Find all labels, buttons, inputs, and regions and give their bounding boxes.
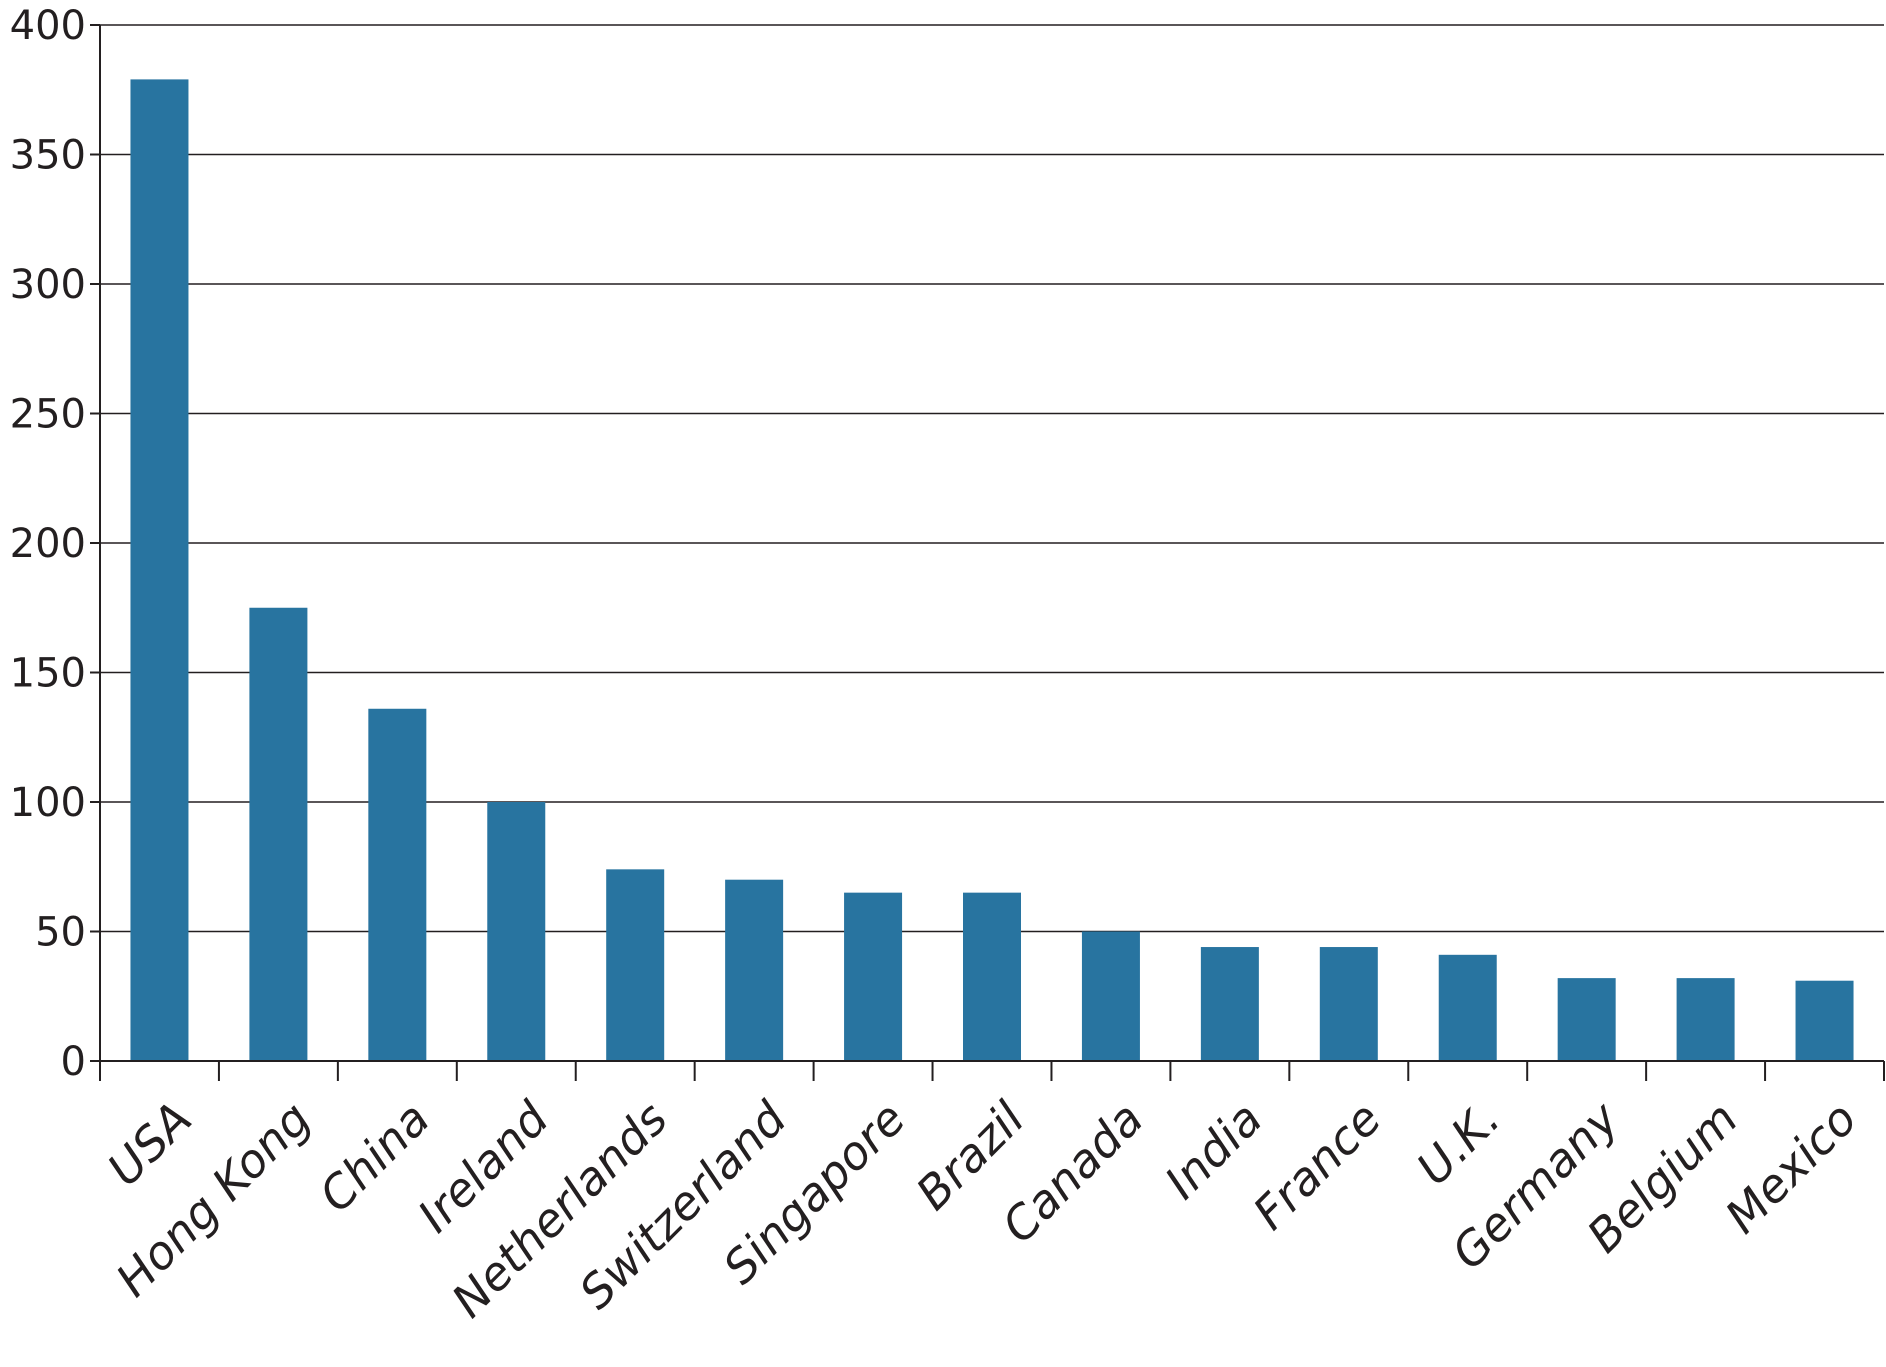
y-tick-label-400: 400 [10,3,86,49]
bar-brazil [963,892,1021,1061]
bar-france [1319,947,1378,1061]
y-tick-label-150: 150 [10,651,86,697]
x-category-label-mexico: Mexico [1715,1091,1867,1243]
bar-china [368,708,427,1061]
x-category-label-usa: USA [97,1091,202,1196]
axes [99,25,1884,1062]
x-category-label-u-k-: U.K. [1406,1091,1510,1195]
bar-netherlands [606,869,665,1061]
bar-canada [1081,931,1140,1061]
bar-u-k- [1438,954,1497,1061]
y-tick-label-100: 100 [10,780,86,826]
bar-usa [130,79,189,1061]
y-tick-label-250: 250 [10,392,86,438]
x-category-label-france: France [1243,1091,1392,1240]
bar-ireland [487,802,546,1061]
bar-switzerland [725,879,784,1061]
y-tick-label-50: 50 [35,910,86,956]
y-tick-labels: 0 50 100 150 200 250 300 350 400 [10,3,86,1085]
y-tick-label-0: 0 [61,1039,86,1085]
y-tick-label-200: 200 [10,521,86,567]
bar-mexico [1795,980,1854,1061]
x-tick-marks [99,1061,1885,1081]
bars [130,79,1854,1061]
y-tick-label-350: 350 [10,133,86,179]
y-tick-label-300: 300 [10,262,86,308]
bar-india [1200,947,1259,1061]
bar-belgium [1676,978,1735,1061]
bar-singapore [844,892,903,1061]
bar-germany [1557,978,1616,1061]
bar-hong-kong [249,607,308,1061]
